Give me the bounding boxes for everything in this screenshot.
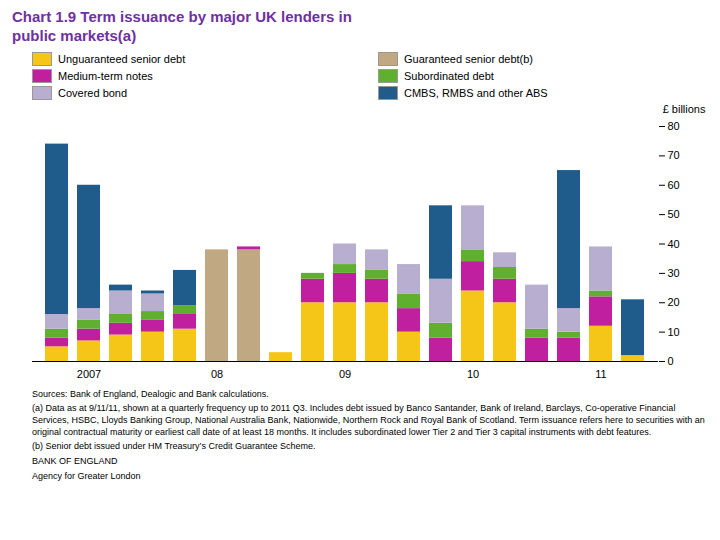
- svg-text:2007: 2007: [77, 368, 101, 380]
- svg-text:60: 60: [668, 178, 680, 190]
- html-text:(a) Data as at 9/11/11, shown: (a) Data as at 9/11/11, shown at a quart…: [32, 403, 705, 437]
- svg-text:0: 0: [668, 355, 674, 367]
- html-text:Chart 1.9 Term issuance by maj: Chart 1.9 Term issuance by major UK lend…: [12, 8, 352, 44]
- html-text:Agency for Greater London: Agency for Greater London: [32, 470, 141, 481]
- html-text:Unguaranteed senior debt: Unguaranteed senior debt: [58, 52, 186, 65]
- svg-text:80: 80: [668, 120, 680, 132]
- svg-text:50: 50: [668, 208, 680, 220]
- svg-text:20: 20: [668, 296, 680, 308]
- svg-text:09: 09: [339, 368, 351, 380]
- html-text:CMBS, RMBS and other ABS: CMBS, RMBS and other ABS: [404, 86, 548, 99]
- html-text:Sources: Bank of England, Deal: Sources: Bank of England, Dealogic and B…: [32, 388, 269, 399]
- svg-text:40: 40: [668, 237, 680, 249]
- html-text:Covered bond: Covered bond: [58, 86, 128, 99]
- svg-text:10: 10: [668, 325, 680, 337]
- html-text:Guaranteed senior debt(b): Guaranteed senior debt(b): [404, 52, 533, 65]
- html-text:BANK OF ENGLAND: BANK OF ENGLAND: [32, 455, 118, 466]
- svg-text:11: 11: [595, 368, 606, 380]
- html-text:Subordinated debt: Subordinated debt: [404, 69, 494, 82]
- svg-text:08: 08: [211, 368, 223, 380]
- html-text:(b) Senior debt issued under H: (b) Senior debt issued under HM Treasury…: [32, 441, 316, 452]
- svg-text:£ billions: £ billions: [663, 103, 706, 115]
- html-text:Medium-term notes: Medium-term notes: [58, 69, 153, 82]
- svg-text:30: 30: [668, 266, 680, 278]
- svg-text:70: 70: [668, 149, 680, 161]
- svg-text:10: 10: [467, 368, 479, 380]
